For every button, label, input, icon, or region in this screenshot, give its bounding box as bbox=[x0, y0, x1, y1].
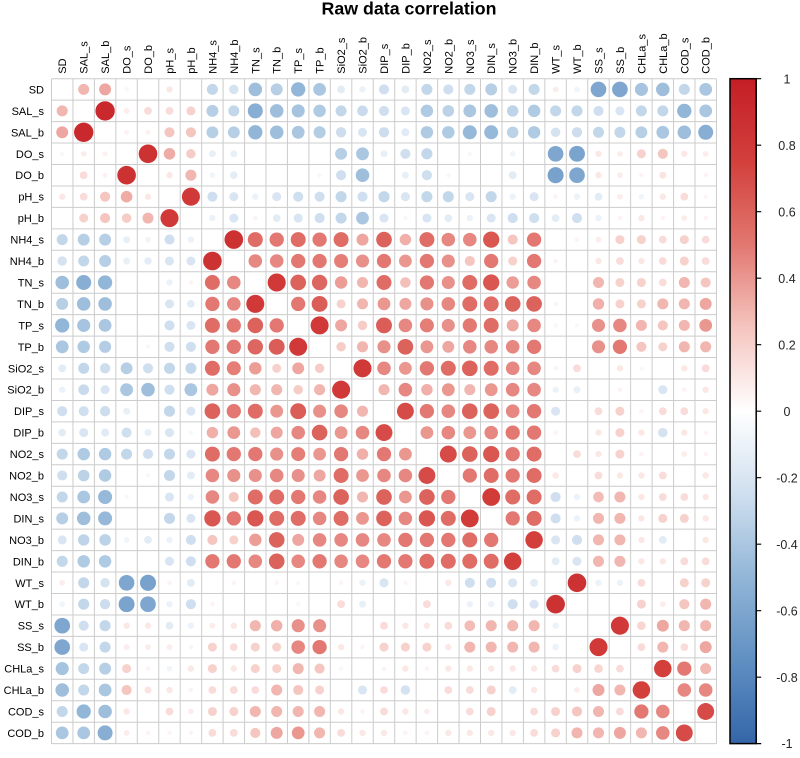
svg-text:pH_s: pH_s bbox=[18, 192, 44, 204]
svg-text:DO_s: DO_s bbox=[16, 149, 45, 161]
svg-text:SD: SD bbox=[29, 84, 44, 96]
svg-text:NO3_b: NO3_b bbox=[9, 535, 44, 547]
svg-text:SS_s: SS_s bbox=[18, 621, 45, 633]
svg-text:DIN_b: DIN_b bbox=[13, 556, 44, 568]
svg-text:DIN_s: DIN_s bbox=[13, 513, 44, 525]
svg-text:DIN_b: DIN_b bbox=[529, 43, 541, 74]
svg-text:-0.2: -0.2 bbox=[776, 471, 798, 485]
svg-text:0.8: 0.8 bbox=[778, 139, 795, 153]
svg-text:WT_b: WT_b bbox=[572, 44, 584, 73]
svg-text:COD_s: COD_s bbox=[8, 707, 45, 719]
svg-text:-1: -1 bbox=[781, 737, 792, 751]
svg-text:NO2_s: NO2_s bbox=[10, 449, 45, 461]
svg-text:NO2_s: NO2_s bbox=[422, 39, 434, 74]
svg-text:SAL_b: SAL_b bbox=[100, 41, 112, 74]
svg-text:WT_s: WT_s bbox=[551, 44, 563, 73]
svg-text:TP_b: TP_b bbox=[18, 342, 44, 354]
svg-text:COD_b: COD_b bbox=[7, 728, 44, 740]
svg-text:SS_s: SS_s bbox=[594, 47, 606, 74]
svg-text:TN_b: TN_b bbox=[272, 47, 284, 74]
svg-text:SiO2_b: SiO2_b bbox=[358, 37, 370, 74]
svg-text:DIN_s: DIN_s bbox=[486, 43, 498, 74]
svg-text:NH4_s: NH4_s bbox=[207, 40, 219, 74]
svg-text:NH4_s: NH4_s bbox=[10, 235, 44, 247]
svg-text:pH_s: pH_s bbox=[165, 48, 177, 74]
svg-text:CHLa_b: CHLa_b bbox=[658, 33, 670, 73]
svg-text:COD_b: COD_b bbox=[701, 37, 713, 74]
svg-text:pH_b: pH_b bbox=[18, 213, 44, 225]
svg-text:SD: SD bbox=[57, 58, 69, 73]
svg-text:NO3_s: NO3_s bbox=[10, 492, 45, 504]
svg-text:DIP_b: DIP_b bbox=[400, 43, 412, 74]
svg-text:TN_s: TN_s bbox=[18, 278, 45, 290]
svg-text:COD_s: COD_s bbox=[679, 37, 691, 74]
svg-text:DO_s: DO_s bbox=[122, 45, 134, 74]
svg-text:1: 1 bbox=[784, 72, 791, 86]
svg-text:SiO2_b: SiO2_b bbox=[7, 385, 44, 397]
svg-text:0: 0 bbox=[784, 405, 791, 419]
svg-text:WT_s: WT_s bbox=[15, 578, 44, 590]
svg-text:-0.6: -0.6 bbox=[776, 604, 798, 618]
svg-text:TP_b: TP_b bbox=[315, 47, 327, 73]
svg-text:SiO2_s: SiO2_s bbox=[336, 37, 348, 74]
svg-text:DIP_b: DIP_b bbox=[13, 428, 44, 440]
svg-text:NH4_b: NH4_b bbox=[10, 256, 44, 268]
svg-text:SAL_s: SAL_s bbox=[12, 106, 45, 118]
svg-text:NO2_b: NO2_b bbox=[9, 471, 44, 483]
svg-text:CHLa_s: CHLa_s bbox=[4, 664, 44, 676]
svg-text:CHLa_b: CHLa_b bbox=[4, 685, 44, 697]
svg-text:-0.8: -0.8 bbox=[776, 671, 798, 685]
svg-text:DIP_s: DIP_s bbox=[379, 43, 391, 73]
svg-text:SS_b: SS_b bbox=[615, 47, 627, 74]
svg-text:NO2_b: NO2_b bbox=[443, 39, 455, 74]
svg-text:SAL_b: SAL_b bbox=[11, 127, 44, 139]
svg-text:0.6: 0.6 bbox=[778, 205, 795, 219]
svg-text:Raw data correlation: Raw data correlation bbox=[322, 0, 497, 19]
svg-text:TP_s: TP_s bbox=[18, 320, 44, 332]
svg-text:NH4_b: NH4_b bbox=[229, 39, 241, 73]
svg-text:SS_b: SS_b bbox=[17, 642, 44, 654]
svg-text:DIP_s: DIP_s bbox=[14, 406, 44, 418]
svg-text:pH_b: pH_b bbox=[186, 47, 198, 73]
svg-text:0.2: 0.2 bbox=[778, 338, 795, 352]
svg-text:NO3_s: NO3_s bbox=[465, 39, 477, 74]
svg-text:SAL_s: SAL_s bbox=[79, 41, 91, 74]
svg-text:TN_s: TN_s bbox=[250, 47, 262, 74]
svg-text:WT_b: WT_b bbox=[15, 599, 44, 611]
svg-text:-0.4: -0.4 bbox=[776, 538, 798, 552]
svg-text:DO_b: DO_b bbox=[143, 45, 155, 74]
svg-text:SiO2_s: SiO2_s bbox=[8, 363, 45, 375]
svg-text:TN_b: TN_b bbox=[17, 299, 44, 311]
svg-text:CHLa_s: CHLa_s bbox=[636, 33, 648, 73]
svg-text:DO_b: DO_b bbox=[15, 170, 44, 182]
svg-text:0.4: 0.4 bbox=[778, 272, 795, 286]
svg-text:TP_s: TP_s bbox=[293, 48, 305, 74]
svg-text:NO3_b: NO3_b bbox=[508, 39, 520, 74]
